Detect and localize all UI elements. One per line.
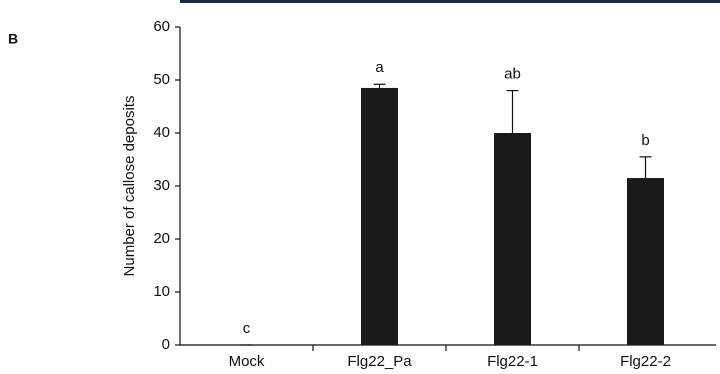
x-tick-label: Flg22-2 [620, 353, 671, 370]
significance-letter: ab [504, 66, 521, 83]
y-tick-label: 30 [153, 177, 170, 194]
y-tick-label: 0 [162, 336, 170, 353]
significance-letter: a [375, 59, 384, 76]
y-tick-label: 60 [153, 18, 170, 35]
cropped-figure-edge [180, 0, 720, 3]
x-tick-label: Flg22-1 [487, 353, 538, 370]
y-tick-label: 40 [153, 124, 170, 141]
y-tick-label: 20 [153, 230, 170, 247]
panel-label: B [8, 31, 18, 47]
y-tick-label: 10 [153, 283, 170, 300]
x-tick-label: Flg22_Pa [347, 353, 412, 370]
y-tick-label: 50 [153, 71, 170, 88]
significance-letter: b [641, 132, 649, 149]
bar [627, 178, 664, 345]
significance-letter: c [243, 320, 251, 337]
x-tick-label: Mock [229, 353, 265, 370]
chart: B Number of callose deposits 0 10 20 30 40 50… [0, 0, 720, 374]
y-axis-label: Number of callose deposits [121, 96, 138, 277]
bar [361, 88, 398, 345]
bar [494, 133, 531, 345]
